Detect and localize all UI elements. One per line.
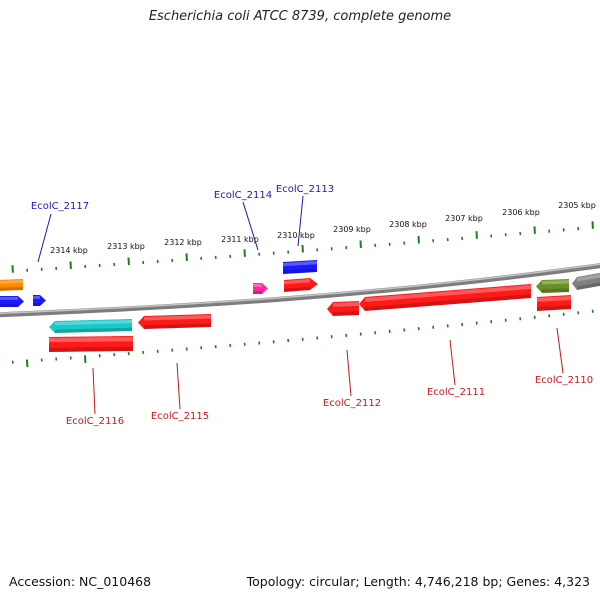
tick-label: 2314 kbp bbox=[50, 246, 88, 255]
gene-feature[interactable] bbox=[0, 279, 23, 291]
gene-labels: EcolC_2117 EcolC_2114 EcolC_2113 EcolC_2116… bbox=[31, 184, 593, 427]
gene-label: EcolC_2113 bbox=[276, 184, 334, 195]
tick-label: 2307 kbp bbox=[445, 214, 483, 223]
genome-summary-text: Topology: circular; Length: 4,746,218 bp… bbox=[246, 574, 590, 589]
gene-feature[interactable] bbox=[327, 301, 359, 316]
gene-feature[interactable] bbox=[33, 295, 46, 306]
gene-label: EcolC_2112 bbox=[323, 398, 381, 409]
gene-feature[interactable] bbox=[283, 260, 317, 274]
gene-label: EcolC_2111 bbox=[427, 387, 485, 398]
tick-label: 2306 kbp bbox=[502, 208, 540, 217]
genome-backbone bbox=[0, 263, 600, 318]
tick-label: 2305 kbp bbox=[558, 201, 596, 210]
tick-label: 2311 kbp bbox=[221, 235, 259, 244]
tick-labels: 2314 kbp 2313 kbp 2312 kbp 2311 kbp 2310 kbp… bbox=[50, 201, 596, 255]
gene-feature[interactable] bbox=[253, 283, 268, 294]
gene-feature[interactable] bbox=[572, 272, 600, 290]
map-title: Escherichia coli ATCC 8739, complete gen… bbox=[148, 9, 452, 24]
tick-label: 2312 kbp bbox=[164, 238, 202, 247]
outer-tick-ring bbox=[11, 221, 594, 273]
gene-feature[interactable] bbox=[138, 314, 211, 329]
gene-features bbox=[0, 260, 600, 352]
gene-feature[interactable] bbox=[49, 336, 133, 352]
gene-label: EcolC_2114 bbox=[214, 190, 272, 201]
tick-label: 2308 kbp bbox=[389, 220, 427, 229]
gene-feature[interactable] bbox=[49, 319, 132, 333]
gene-feature[interactable] bbox=[359, 284, 531, 311]
accession-text: Accession: NC_010468 bbox=[9, 574, 152, 589]
gene-feature[interactable] bbox=[284, 278, 318, 292]
gene-feature[interactable] bbox=[536, 279, 569, 293]
gene-label: EcolC_2117 bbox=[31, 201, 89, 212]
tick-label: 2309 kbp bbox=[333, 225, 371, 234]
inner-tick-ring bbox=[11, 309, 594, 368]
gene-feature[interactable] bbox=[537, 295, 571, 311]
gene-label: EcolC_2115 bbox=[151, 411, 209, 422]
gene-label: EcolC_2110 bbox=[535, 375, 593, 386]
gene-feature[interactable] bbox=[0, 296, 24, 307]
tick-label: 2310 kbp bbox=[277, 231, 315, 240]
tick-label: 2313 kbp bbox=[107, 242, 145, 251]
gene-label: EcolC_2116 bbox=[66, 416, 124, 427]
